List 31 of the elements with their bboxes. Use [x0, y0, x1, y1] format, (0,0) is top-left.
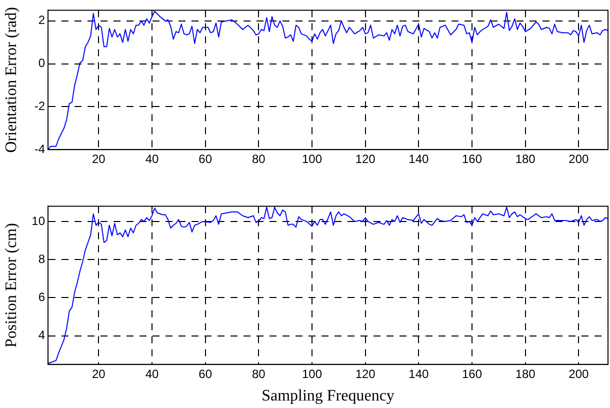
x-tick-label: 180: [515, 152, 536, 166]
x-tick-label: 20: [92, 152, 106, 166]
y-tick-label: 4: [38, 328, 46, 342]
x-tick-label: 160: [462, 152, 482, 166]
y-tick-label: -2: [34, 99, 46, 114]
x-tick-label: 180: [515, 366, 536, 381]
x-tick-label: 100: [302, 152, 322, 166]
y-tick-label: 0: [38, 56, 46, 70]
x-tick-label: 200: [568, 366, 589, 381]
x-tick-label: 120: [355, 366, 376, 381]
x-tick-label: 100: [302, 366, 322, 381]
y-tick-label: 10: [32, 214, 46, 228]
y-tick-label: 6: [38, 290, 46, 304]
y-axis-title: Position Error (cm): [2, 223, 20, 348]
x-tick-label: 140: [408, 366, 429, 381]
y-tick-label: 8: [38, 252, 46, 266]
x-tick-label: 40: [145, 152, 159, 166]
x-tick-label: 80: [252, 152, 266, 166]
x-tick-label: 60: [198, 152, 212, 166]
x-tick-label: 20: [92, 366, 106, 381]
x-tick-label: 120: [355, 152, 376, 166]
y-tick-label: -4: [34, 142, 46, 156]
y-tick-label: 2: [38, 13, 46, 28]
x-axis-title: Sampling Frequency: [262, 388, 394, 405]
x-tick-label: 140: [408, 152, 429, 166]
y-axis-title: Orientation Error (rad): [2, 7, 20, 153]
x-tick-label: 200: [568, 152, 589, 166]
x-tick-label: 40: [145, 366, 159, 381]
x-tick-label: 60: [198, 366, 212, 381]
x-tick-label: 80: [252, 366, 266, 381]
x-tick-label: 160: [462, 366, 482, 381]
